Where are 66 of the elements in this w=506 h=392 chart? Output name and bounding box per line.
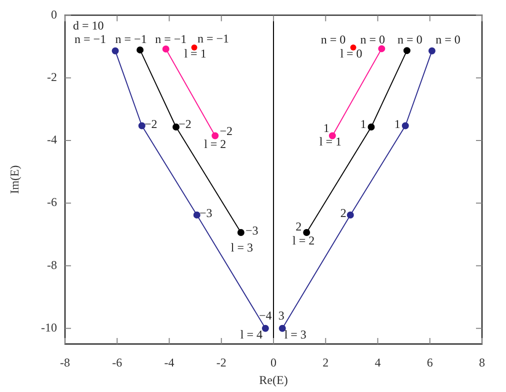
x-tick-label: -4 <box>164 355 174 370</box>
x-tick-label: 2 <box>322 355 329 370</box>
point <box>162 46 170 53</box>
y-tick-label: -6 <box>47 195 57 210</box>
annotation: l = 3 <box>284 328 306 342</box>
annotation: −3 <box>199 206 212 220</box>
point <box>191 44 198 50</box>
point <box>278 324 286 332</box>
x-axis-title: Re(E) <box>259 372 288 387</box>
point <box>403 47 410 54</box>
y-tick-label: -4 <box>47 132 57 147</box>
annotation: −2 <box>144 116 158 131</box>
point <box>262 324 269 332</box>
point <box>237 229 244 236</box>
point <box>346 211 354 218</box>
annotation: −2 <box>178 117 192 132</box>
y-axis-title: Im(E) <box>7 165 22 194</box>
annotation: l = 4 <box>240 328 262 342</box>
x-tick-label: -6 <box>112 355 122 370</box>
y-tick-label: -2 <box>47 70 57 84</box>
annotation: n = 0 <box>320 32 346 47</box>
annotation: d = 10 <box>73 18 104 32</box>
annotation: n = −1 <box>197 32 230 46</box>
x-tick-label: -2 <box>216 355 226 370</box>
x-tick-label: 4 <box>374 355 381 370</box>
annotation: −4 <box>259 308 272 322</box>
point <box>428 47 436 54</box>
y-tick-label: -10 <box>41 320 57 334</box>
annotation: 2 <box>296 220 302 234</box>
point <box>172 123 180 130</box>
x-tick-label: 8 <box>479 355 485 370</box>
annotation: 2 <box>340 206 346 220</box>
point <box>193 211 200 218</box>
point <box>402 122 409 130</box>
point <box>212 132 219 140</box>
annotation: l = 3 <box>230 240 253 255</box>
point <box>328 132 336 140</box>
annotation: 1 <box>360 117 366 132</box>
annotation: −2 <box>220 124 233 138</box>
point <box>350 44 356 50</box>
point <box>112 47 119 54</box>
x-tick-label: 6 <box>426 355 433 370</box>
annotation: n = 0 <box>360 32 386 46</box>
annotation: n = 0 <box>436 32 460 47</box>
annotation: l = 2 <box>204 136 226 151</box>
y-tick-label: -8 <box>47 258 57 272</box>
annotation: n = 0 <box>398 32 422 47</box>
annotation: 1 <box>394 116 400 131</box>
point <box>303 229 310 236</box>
point <box>136 46 144 54</box>
annotation: n = −1 <box>155 32 187 46</box>
point <box>378 45 386 52</box>
annotation: l = 1 <box>184 46 206 61</box>
annotation: l = 0 <box>340 46 362 61</box>
annotation: n = −1 <box>115 32 147 46</box>
y-tick-label: 0 <box>51 7 57 22</box>
annotation: l = 2 <box>292 234 315 248</box>
annotation: 3 <box>278 308 284 322</box>
annotation: n = −1 <box>74 32 106 46</box>
point <box>368 123 375 130</box>
annotation: l = 1 <box>319 134 342 148</box>
annotation: −3 <box>246 224 258 238</box>
x-tick-label: -8 <box>60 355 70 370</box>
point <box>138 122 146 130</box>
annotation: 1 <box>323 120 330 135</box>
x-tick-label: 0 <box>270 355 276 370</box>
